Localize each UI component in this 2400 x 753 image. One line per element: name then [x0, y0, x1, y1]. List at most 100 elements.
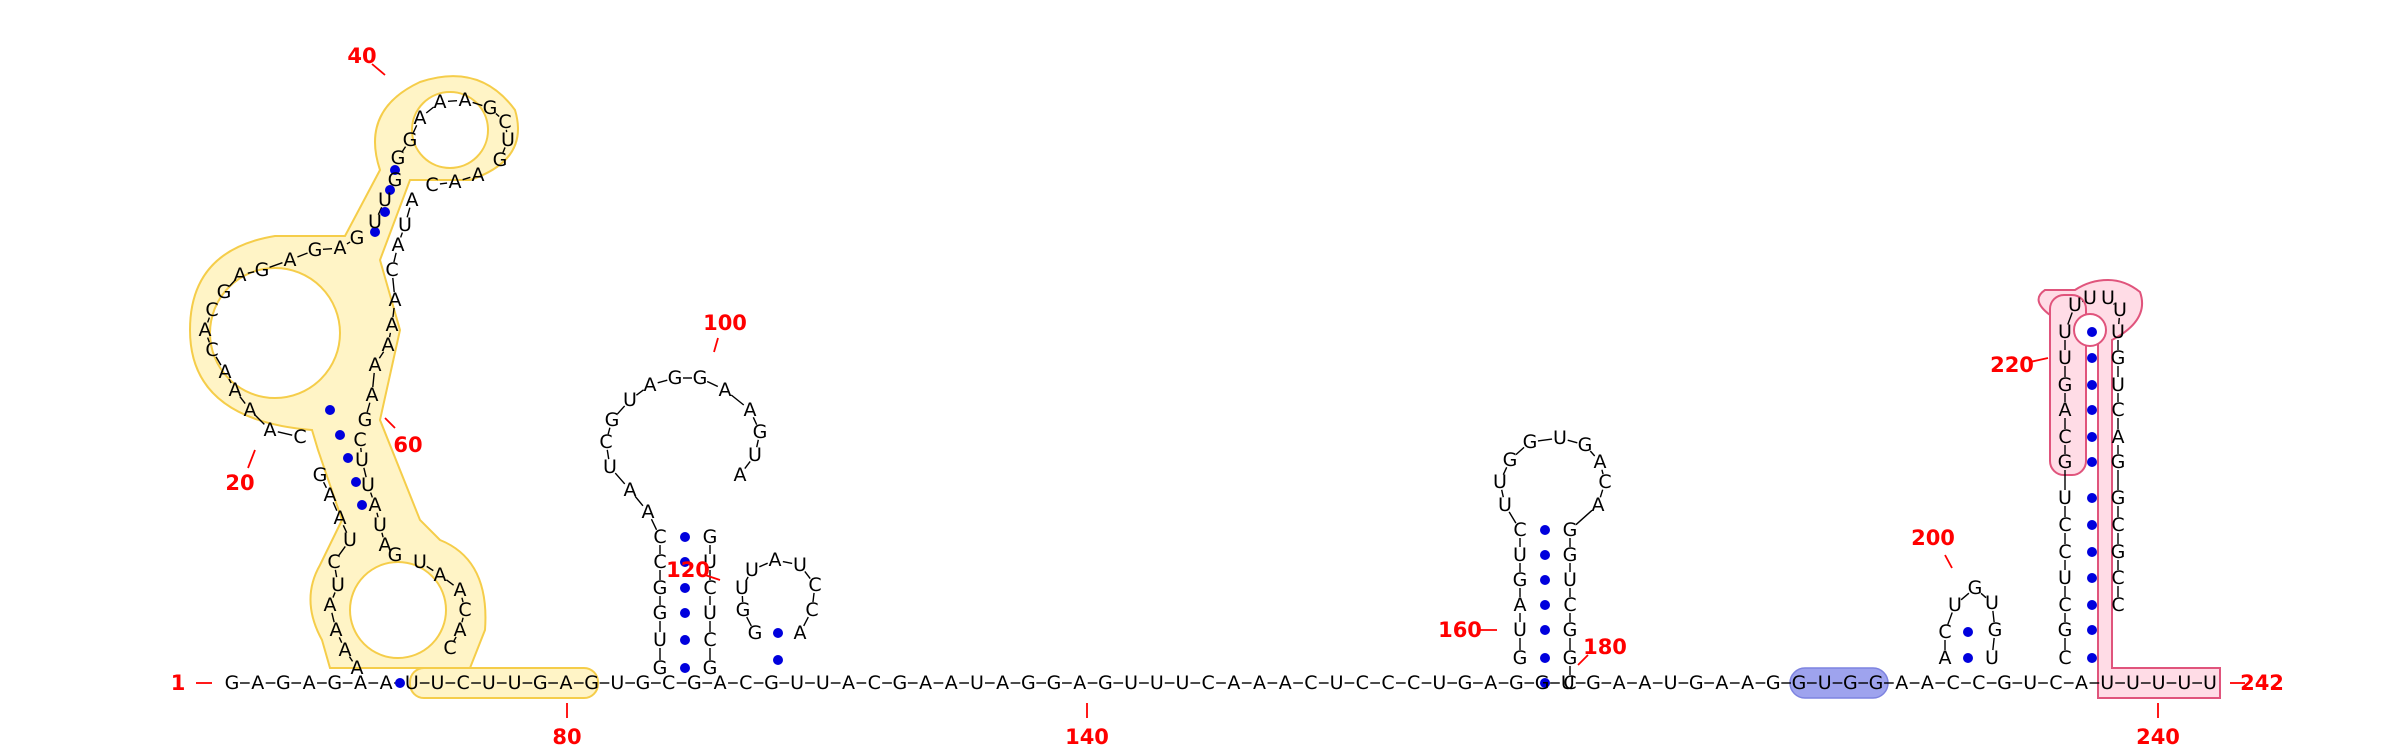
number-tick — [713, 337, 719, 353]
backbone-dash — [392, 307, 395, 318]
nucleotide-baseline: G — [687, 672, 702, 694]
nucleotide-baseline: A — [1484, 672, 1497, 694]
backbone-dash — [745, 576, 749, 582]
nucleotide-loop-big-left: A — [219, 361, 232, 383]
backbone-dash — [1601, 469, 1604, 475]
base-pair-dot — [380, 207, 390, 217]
base-pair-dot — [385, 185, 395, 195]
nucleotide-baseline: G — [1792, 672, 1807, 694]
nucleotide-baseline: G — [584, 672, 599, 694]
nucleotide-baseline: U — [1124, 672, 1138, 694]
base-pair-dot — [1540, 600, 1550, 610]
nucleotide-helix-c: U — [361, 474, 375, 496]
nucleotide-loop-big-top: G — [350, 227, 365, 249]
nucleotide-hairpin-100: A — [644, 374, 657, 396]
base-pair-dot — [2087, 457, 2097, 467]
nucleotide-hairpin-120: U — [793, 554, 807, 576]
nucleotide-baseline: C — [1407, 672, 1420, 694]
nucleotide-baseline: A — [1279, 672, 1292, 694]
nucleotide-baseline: G — [1535, 672, 1550, 694]
backbone-dash — [369, 492, 374, 498]
base-pair-dot — [357, 500, 367, 510]
nucleotide-baseline: C — [739, 672, 752, 694]
backbone-dash — [206, 317, 211, 323]
nucleotide-helix-c: A — [379, 534, 392, 556]
nucleotide-loop-big-left: A — [244, 399, 257, 421]
nucleotide-loop-small: C — [458, 599, 471, 621]
backbone-dash — [277, 431, 293, 436]
backbone-dash — [399, 232, 404, 238]
base-pair-dots — [325, 165, 2097, 688]
nucleotide-baseline: G — [1021, 672, 1036, 694]
nucleotide-hairpin-160: G — [1563, 647, 1578, 669]
nucleotide-hairpin-160: U — [1513, 619, 1527, 641]
nucleotide-hairpin-100-3p: U — [703, 551, 717, 573]
backbone-dash — [372, 372, 375, 388]
nucleotide-hairpin-160: A — [1592, 494, 1605, 516]
backbone-dash — [348, 656, 354, 662]
nucleotide-hairpin-100-3p: C — [703, 629, 716, 651]
nucleotide-hairpin-120: A — [769, 549, 782, 571]
nucleotide-hairpin-120: C — [808, 574, 821, 596]
nucleotide-hairpin-100: A — [642, 501, 655, 523]
position-number: 240 — [2136, 725, 2180, 749]
nucleotide-terminator-3p: G — [2111, 487, 2126, 509]
nucleotide-hairpin-100: U — [748, 444, 762, 466]
nucleotide-hairpin-160: G — [1513, 569, 1528, 591]
backbone-dash — [447, 99, 458, 103]
nucleotide-hairpin-200: A — [1939, 647, 1952, 669]
nucleotide-loop-big-left: A — [199, 319, 212, 341]
backbone-dash — [206, 337, 211, 343]
nucleotide-hairpin-160: A — [1594, 451, 1607, 473]
nucleotide-loop-big-top: G — [217, 281, 232, 303]
nucleotide-loop-big-top: A — [284, 249, 297, 271]
base-pair-dot — [395, 678, 405, 688]
backbone-dash — [1537, 438, 1553, 442]
nucleotide-loop-big-top: A — [334, 237, 347, 259]
backbone-dash — [744, 460, 751, 470]
nucleotide-baseline: U — [431, 672, 445, 694]
nucleotide-hairpin-100: C — [599, 431, 612, 453]
nucleotide-terminator-3p: C — [2111, 514, 2124, 536]
nucleotide-baseline: U — [790, 672, 804, 694]
backbone-links — [206, 99, 2202, 684]
nucleotide-baseline: A — [1895, 672, 1908, 694]
nucleotide-hairpin-160: G — [1563, 519, 1578, 541]
backbone-dash — [1589, 450, 1596, 457]
nucleotide-baseline: U — [2177, 672, 2191, 694]
backbone-dash — [461, 617, 464, 623]
nucleotide-hairpin-160: U — [1553, 427, 1567, 449]
backbone-dash — [706, 380, 719, 388]
nucleotide-baseline: C — [1381, 672, 1394, 694]
nucleotide-terminator-3p: U — [2113, 299, 2127, 321]
nucleotide-baseline: G — [764, 672, 779, 694]
nucleotide-baseline: A — [303, 672, 316, 694]
nucleotide-hairpin-160: G — [1513, 647, 1528, 669]
number-tick — [371, 63, 386, 76]
nucleotide-baseline: A — [1227, 672, 1240, 694]
nucleotide-hairpin-100-3p: G — [703, 657, 718, 679]
nucleotide-hairpin-120: U — [745, 559, 759, 581]
nucleotide-baseline: U — [1664, 672, 1678, 694]
nucleotide-hairpin-100: U — [603, 456, 617, 478]
nucleotide-helix-a: C — [327, 551, 340, 573]
backbone-dash — [376, 512, 379, 518]
nucleotide-helix-b: A — [389, 289, 402, 311]
backbone-dash — [228, 378, 232, 384]
number-tick — [1944, 554, 1953, 569]
nucleotide-hairpin-160: C — [1563, 672, 1576, 694]
nucleotide-baseline: U — [2100, 672, 2114, 694]
nucleotide-baseline: U — [508, 672, 522, 694]
nucleotide-baseline: U — [2152, 672, 2166, 694]
backbone-dash — [730, 394, 745, 406]
nucleotide-hairpin-200: U — [1985, 592, 1999, 614]
backbone-dash — [2067, 312, 2073, 325]
nucleotide-hairpin-40-close: A — [449, 171, 462, 193]
nucleotide-helix-b: G — [358, 409, 373, 431]
nucleotide-hairpin-100: U — [623, 389, 637, 411]
nucleotide-hairpin-40: G — [388, 169, 403, 191]
base-pair-dot — [2087, 353, 2097, 363]
nucleotide-baseline: C — [662, 672, 675, 694]
